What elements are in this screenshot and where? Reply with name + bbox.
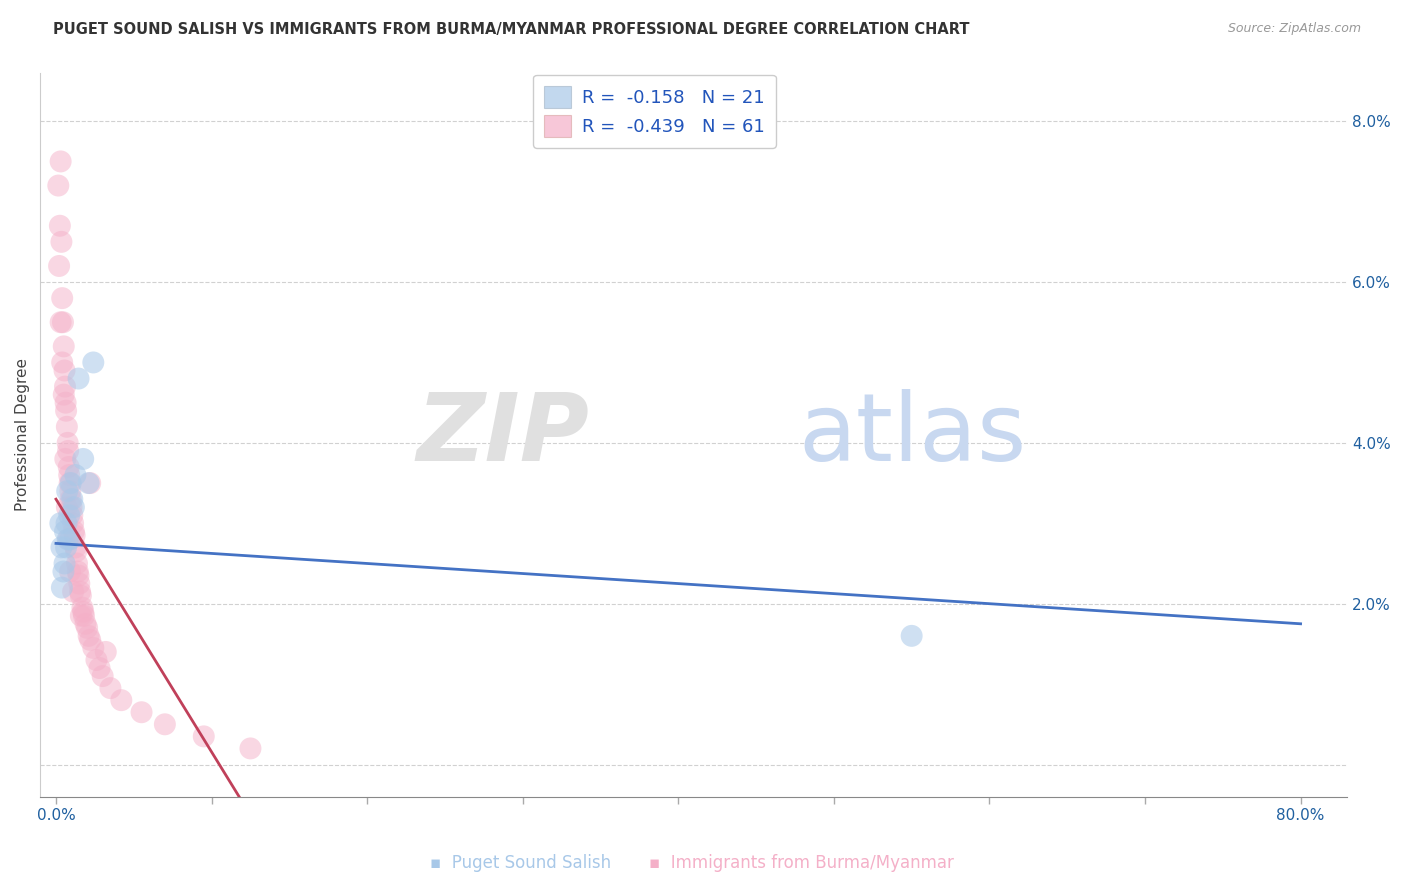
Point [51,581,73,595]
Text: ZIP: ZIP [416,389,589,481]
Point [63,528,86,542]
Point [62,584,84,599]
Legend: R =  -0.158   N = 21, R =  -0.439   N = 61: R = -0.158 N = 21, R = -0.439 N = 61 [533,75,776,148]
Point [56,444,79,458]
Point [56,419,79,434]
Point [59,565,82,579]
Point [94,645,117,659]
Point [52,339,75,353]
Point [72,600,94,615]
Point [67,576,90,591]
Point [52,315,75,329]
Point [67,371,90,385]
Point [56,435,79,450]
Point [72,452,94,467]
Point [58,460,80,475]
Point [56,500,79,515]
Point [79,476,101,491]
Point [52,565,75,579]
Point [53,557,76,571]
Point [82,640,104,655]
Point [46,178,69,193]
Point [58,508,80,523]
Point [49,315,72,329]
Point [239,741,262,756]
Point [73,608,96,623]
Point [51,235,73,249]
Point [91,669,114,683]
Point [131,705,153,719]
Point [60,508,83,523]
Point [53,363,76,377]
Point [82,355,104,369]
Point [65,468,87,483]
Point [66,557,89,571]
Point [58,468,80,483]
Point [65,544,87,558]
Y-axis label: Professional Degree: Professional Degree [15,359,30,511]
Point [79,632,101,647]
Point [900,629,922,643]
Point [60,492,83,507]
Point [51,541,73,555]
Text: ▪  Puget Sound Salish: ▪ Puget Sound Salish [430,855,610,872]
Point [51,291,73,305]
Point [58,533,80,547]
Point [49,154,72,169]
Point [63,500,86,515]
Point [77,629,100,643]
Point [66,565,89,579]
Point [53,452,76,467]
Text: Source: ZipAtlas.com: Source: ZipAtlas.com [1227,22,1361,36]
Point [55,395,77,409]
Point [65,541,87,555]
Point [53,524,76,539]
Point [76,621,98,635]
Point [77,476,100,491]
Text: PUGET SOUND SALISH VS IMMIGRANTS FROM BURMA/MYANMAR PROFESSIONAL DEGREE CORRELAT: PUGET SOUND SALISH VS IMMIGRANTS FROM BU… [53,22,970,37]
Point [69,584,91,599]
Point [55,516,77,531]
Point [100,681,122,695]
Point [55,541,77,555]
Point [56,533,79,547]
Point [55,403,77,417]
Point [67,568,90,582]
Point [59,492,82,507]
Point [48,259,70,273]
Point [70,589,93,603]
Point [56,484,79,499]
Point [153,717,176,731]
Point [59,533,82,547]
Point [75,616,97,631]
Point [60,500,83,515]
Point [59,476,82,491]
Point [62,516,84,531]
Point [49,219,72,233]
Text: ▪  Immigrants from Burma/Myanmar: ▪ Immigrants from Burma/Myanmar [650,855,953,872]
Point [59,484,82,499]
Point [70,608,93,623]
Point [110,693,132,707]
Point [193,730,215,744]
Point [63,524,86,539]
Point [53,379,76,393]
Text: atlas: atlas [799,389,1026,481]
Point [51,355,73,369]
Point [49,516,72,531]
Point [52,387,75,401]
Point [59,476,82,491]
Point [72,605,94,619]
Point [86,653,108,667]
Point [89,661,111,675]
